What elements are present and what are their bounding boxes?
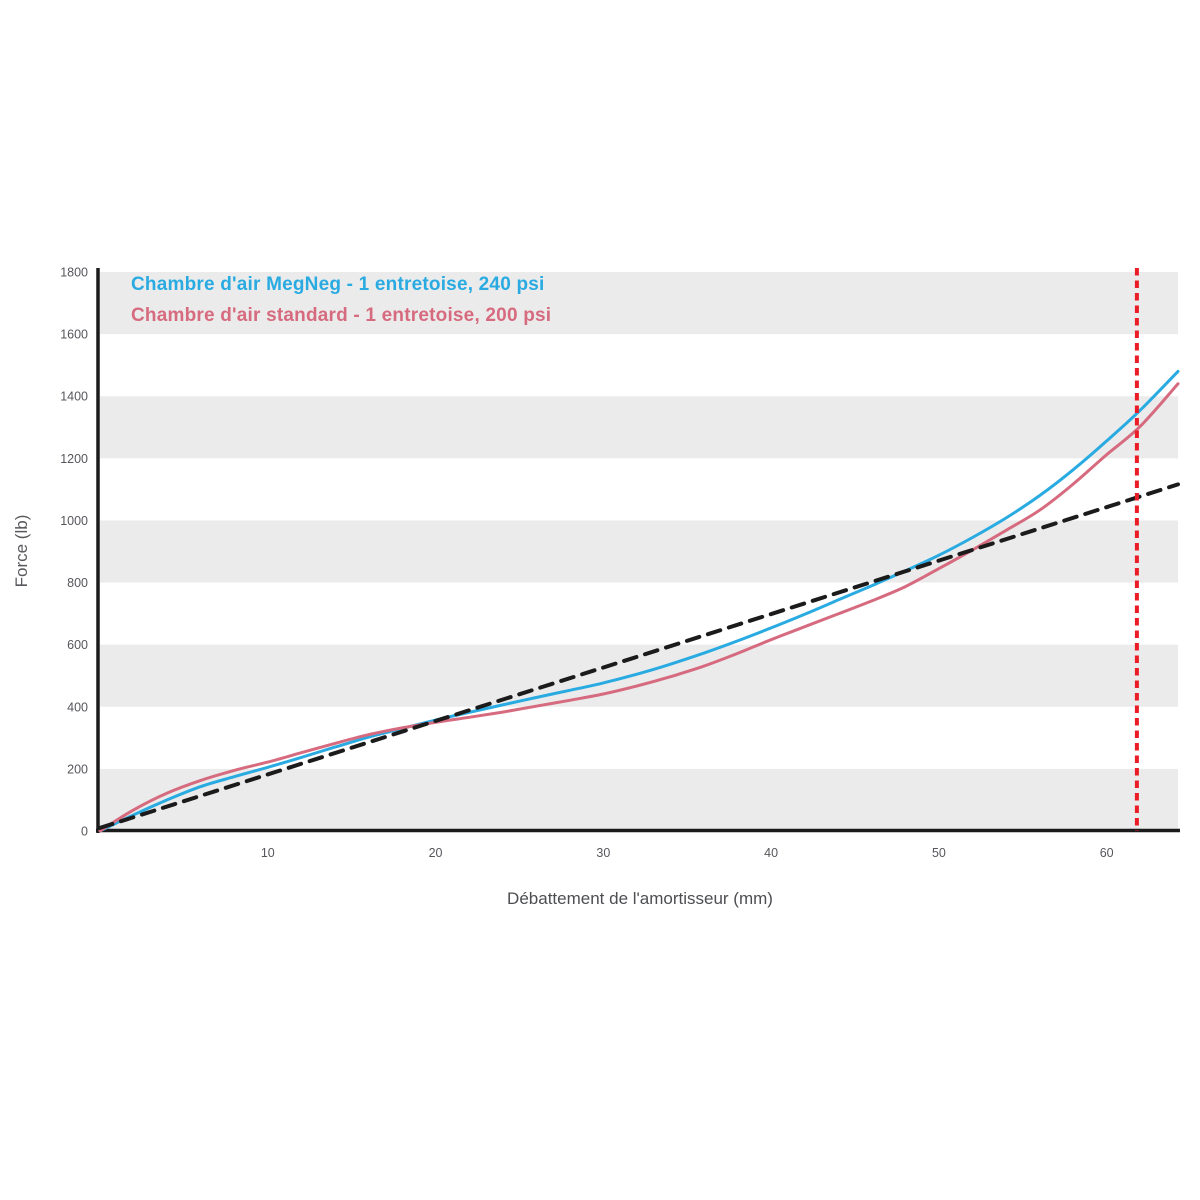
legend-item-megneg: Chambre d'air MegNeg - 1 entretoise, 240… [131,274,545,295]
series-linear-reference [98,482,1180,830]
plot-band [100,520,1178,583]
plot-band [100,396,1178,459]
y-tick-label: 600 [67,638,88,652]
series-megneg [98,369,1180,833]
y-tick-label: 1000 [60,514,88,528]
y-tick-label: 400 [67,700,88,714]
y-axis-title: Force (lb) [12,514,31,588]
x-tick-label: 30 [596,846,610,860]
x-tick-label: 10 [261,846,275,860]
x-tick-label: 20 [429,846,443,860]
y-tick-label: 0 [81,825,88,839]
plot-band [100,272,1178,335]
chart-legend: Chambre d'air MegNeg - 1 entretoise, 240… [131,270,551,331]
y-tick-label: 1800 [60,266,88,280]
y-tick-label: 1600 [60,328,88,342]
series-standard [98,382,1180,833]
legend-item-standard: Chambre d'air standard - 1 entretoise, 2… [131,304,552,326]
y-tick-label: 1400 [60,390,88,404]
plot-band [100,768,1178,831]
x-tick-label: 40 [764,846,778,860]
y-tick-label: 800 [67,576,88,590]
x-tick-label: 50 [932,846,946,860]
x-tick-label: 60 [1100,846,1114,860]
y-tick-label: 1200 [60,452,88,466]
plot-band [100,644,1178,707]
y-tick-label: 200 [67,762,88,776]
x-axis-title: Débattement de l'amortisseur (mm) [507,889,773,908]
